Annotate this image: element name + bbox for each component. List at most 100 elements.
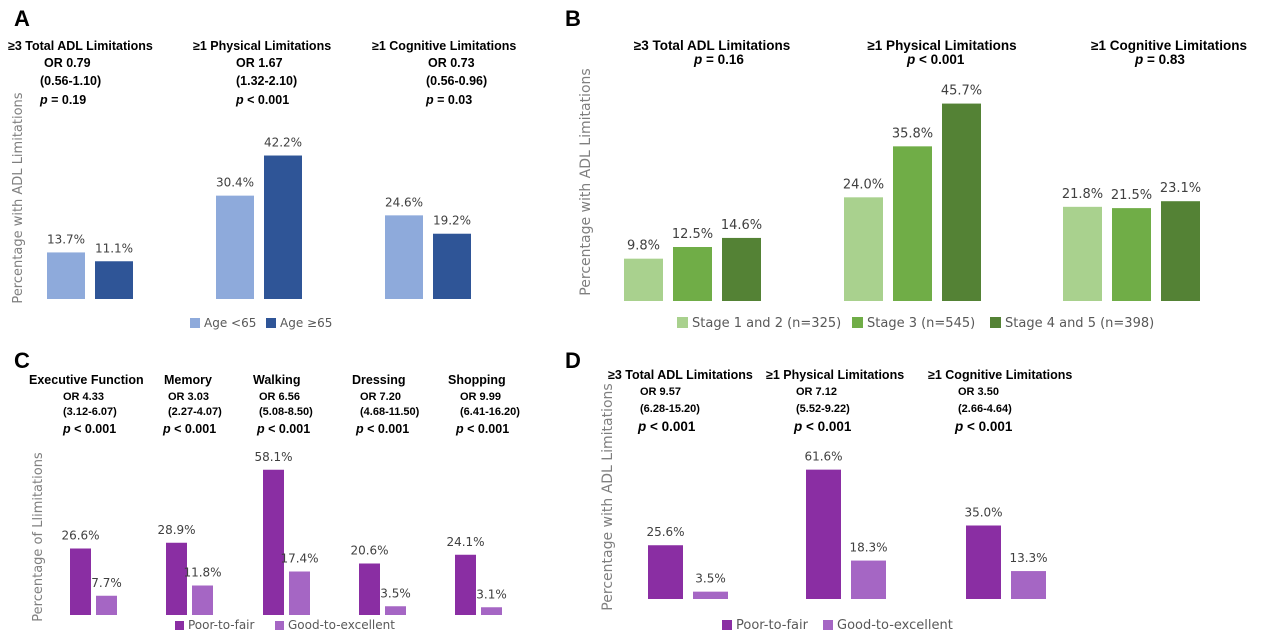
panel-a-group-2-p: p < 0.001 [235,93,289,107]
panel-c-group-4-or: OR 7.20 [360,391,401,403]
panel-d-group-headers: ≥3 Total ADL Limitations OR 9.57 (6.28-1… [608,368,1072,434]
panel-a-bar-g3-s1 [385,215,423,299]
panel-c-group-4-ci: (4.68-11.50) [360,406,420,418]
panel-b-data-label-g1-s1: 9.8% [627,239,660,254]
panel-d-group-2-p: p < 0.001 [793,419,852,434]
panel-d-group-1-p: p < 0.001 [637,419,696,434]
panel-a-group-2-title: ≥1 Physical Limitations [193,39,331,53]
panel-c-group-5-title: Shopping [448,373,506,387]
panel-a-group-2-or: OR 1.67 [236,56,283,70]
panel-b-group-2-title: ≥1 Physical Limitations [867,38,1016,53]
panel-c-data-label-g5-s2: 3.1% [476,587,507,601]
panel-b-data-label-g3-s3: 23.1% [1160,181,1201,196]
panel-c-group-5-or: OR 9.99 [460,391,501,403]
panel-b-legend-swatch-2 [852,317,863,328]
panel-c-group-2-p: p < 0.001 [162,422,216,436]
panel-b-bar-g2-s2 [893,146,932,301]
panel-a-data-label-g1-s1: 13.7% [47,232,85,246]
panel-letter-c: C [14,348,30,373]
panel-d-bar-g1-s2 [693,591,728,599]
panel-c-group-4-title: Dressing [352,373,406,387]
panel-c-data-label-g4-s1: 20.6% [350,544,388,558]
panel-a-group-3-p: p = 0.03 [425,93,472,107]
panel-a-y-axis-label: Percentage with ADL Limitations [11,92,26,303]
panel-d-group-1-or: OR 9.57 [640,386,681,398]
panel-c-legend-swatch-1 [175,621,184,630]
panel-d-legend-label-1: Poor-to-fair [736,618,809,633]
panel-d-group-1-ci: (6.28-15.20) [640,403,700,415]
panel-b-data-label-g2-s3: 45.7% [941,84,982,99]
panel-b-legend-label-2: Stage 3 (n=545) [867,316,975,331]
panel-c-group-1-title: Executive Function [29,373,144,387]
panel-a-group-2-ci: (1.32-2.10) [236,74,297,88]
panel-c-legend-label-2: Good-to-excellent [288,618,395,632]
panel-c-group-4-p: p < 0.001 [355,422,409,436]
panel-c-group-3-title: Walking [253,373,300,387]
panel-c-group-2-or: OR 3.03 [168,391,209,403]
panel-c-data-label-g2-s1: 28.9% [157,523,195,537]
panel-a-bar-g1-s1 [47,252,85,299]
panel-a-group-1-title: ≥3 Total ADL Limitations [8,39,153,53]
panel-b-bar-g2-s3 [942,103,981,302]
panel-c-data-label-g5-s1: 24.1% [446,535,484,549]
panel-c-y-axis-label: Percentage of Llimitations [31,452,46,622]
panel-c-group-5-ci: (6.41-16.20) [460,406,520,418]
panel-b-group-3-title: ≥1 Cognitive Limitations [1091,38,1247,53]
panel-c-bar-g2-s2 [192,585,213,615]
panel-a-data-label-g2-s1: 30.4% [216,176,254,190]
panel-d-data-label-g2-s1: 61.6% [804,450,842,464]
panel-a-data-label-g2-s2: 42.2% [264,136,302,150]
panel-d-bar-g3-s2 [1011,571,1046,599]
panel-b-data-label-g3-s2: 21.5% [1111,188,1152,203]
panel-b-group-headers: ≥3 Total ADL Limitations p = 0.16 ≥1 Phy… [634,38,1247,67]
panel-c-bar-g1-s2 [96,595,117,615]
panel-c-bar-g1-s1 [70,548,91,615]
panel-d-group-3-or: OR 3.50 [958,386,999,398]
panel-d-legend-swatch-2 [823,620,833,630]
panel-c-bar-g4-s2 [385,606,406,615]
panel-b-y-axis-label: Percentage with ADL Limitations [578,68,594,295]
panel-d-group-2-ci: (5.52-9.22) [796,403,850,415]
panel-c-group-1-ci: (3.12-6.07) [63,406,117,418]
chart-bars-layer: 13.7% 11.1% 30.4% 42.2% 24.6% 19.2% 9.8% 12.5% 1… [47,84,1201,615]
panel-a-legend-label-1: Age <65 [204,316,256,330]
panel-letter-a: A [14,6,30,31]
panel-b-data-label-g1-s3: 14.6% [721,218,762,233]
panel-c-group-headers: Executive Function OR 4.33 (3.12-6.07) p… [29,373,520,436]
panel-a-data-label-g3-s2: 19.2% [433,214,471,228]
panel-b-group-3-p: p = 0.83 [1134,52,1185,67]
panel-letter-d: D [565,348,581,373]
panel-d-data-label-g2-s2: 18.3% [849,541,887,555]
panel-c-group-5-p: p < 0.001 [455,422,509,436]
panel-a-group-3-or: OR 0.73 [428,56,475,70]
panel-d-y-axis-label: Percentage with ADL Limitations [600,383,616,610]
panel-c-data-label-g2-s2: 11.8% [183,566,221,580]
panel-d-bar-g1-s1 [648,545,683,599]
panel-d-bar-g3-s1 [966,525,1001,599]
panel-c-bar-g2-s1 [166,542,187,615]
panel-a-group-headers: ≥3 Total ADL Limitations OR 0.79 (0.56-1… [8,39,516,107]
panel-letter-b: B [565,6,581,31]
panel-a-group-1-ci: (0.56-1.10) [40,74,101,88]
panel-c-data-label-g3-s1: 58.1% [254,450,292,464]
panel-d-legend-swatch-1 [722,620,732,630]
panel-c-bar-g4-s1 [359,563,380,615]
panel-a-legend-swatch-2 [266,318,276,328]
panel-d-group-2-or: OR 7.12 [796,386,837,398]
panel-d-data-label-g1-s2: 3.5% [695,572,726,586]
panel-b-data-label-g3-s1: 21.8% [1062,187,1103,202]
panel-b-group-1-title: ≥3 Total ADL Limitations [634,38,790,53]
panel-b-legend-label-3: Stage 4 and 5 (n=398) [1005,316,1154,331]
panel-b-data-label-g1-s2: 12.5% [672,227,713,242]
panel-c-bar-g5-s1 [455,554,476,615]
panel-d-data-label-g1-s1: 25.6% [646,525,684,539]
panel-a-group-3-ci: (0.56-0.96) [426,74,487,88]
panel-b-bar-g1-s2 [673,247,712,301]
panel-b-legend-swatch-1 [677,317,688,328]
panel-c-group-1-or: OR 4.33 [63,391,104,403]
panel-a-data-label-g1-s2: 11.1% [95,241,133,255]
panel-a-legend-swatch-1 [190,318,200,328]
panel-a-group-1-p: p = 0.19 [39,93,86,107]
panel-a-group-3-title: ≥1 Cognitive Limitations [372,39,516,53]
